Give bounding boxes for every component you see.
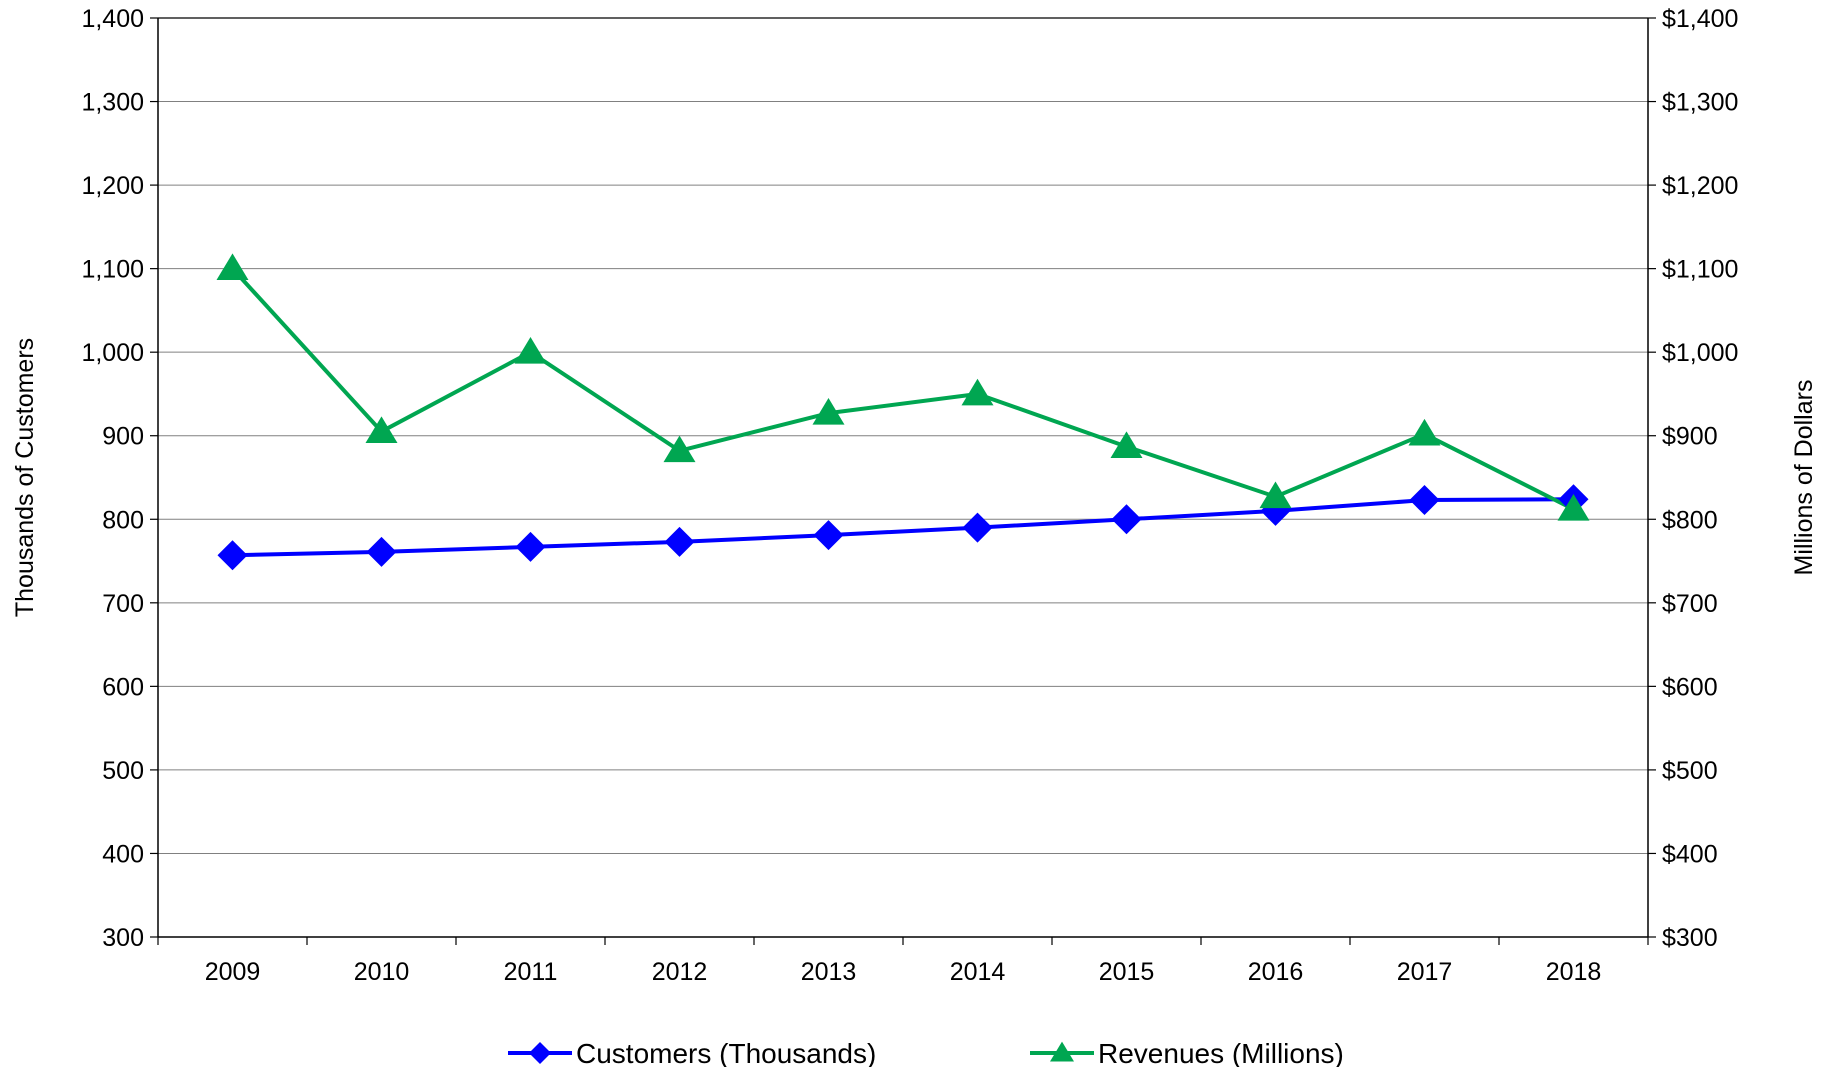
data-point [515,531,546,562]
right-tick-label: $500 [1662,757,1718,785]
data-point [1050,1041,1074,1062]
left-tick-label: 700 [102,590,144,618]
data-point [365,416,398,443]
data-point [217,540,248,571]
data-point [1259,481,1292,509]
left-axis-title: Thousands of Customers [11,338,39,617]
right-tick-label: $700 [1662,590,1718,618]
data-point [1557,494,1590,521]
axes: 1,400 $1,400 1,300 $1,300 1,200 $1,200 1,100 $1… [11,5,1818,986]
left-tick-label: 300 [102,924,144,952]
left-tick-label: 1,300 [81,89,144,117]
x-tick-label: 2009 [205,958,261,986]
data-point [1409,485,1440,516]
data-point [366,536,397,567]
left-tick-label: 900 [102,423,144,451]
x-tick-label: 2013 [801,958,857,986]
legend: Customers (Thousands) Revenues (Millions) [508,1038,1344,1069]
series [216,253,1590,571]
left-tick-label: 500 [102,757,144,785]
left-tick-label: 1,200 [81,172,144,200]
data-point [664,526,695,557]
right-tick-label: $1,200 [1662,172,1738,200]
x-tick-label: 2010 [354,958,410,986]
legend-label: Customers (Thousands) [576,1038,876,1067]
x-tick-label: 2018 [1546,958,1602,986]
x-tick-label: 2015 [1099,958,1155,986]
x-tick-label: 2011 [504,958,558,986]
right-tick-label: $300 [1662,924,1718,952]
right-axis-title: Millions of Dollars [1790,380,1818,576]
left-tick-label: 600 [102,673,144,701]
right-tick-label: $800 [1662,506,1718,534]
data-point [1408,418,1441,446]
data-point [961,378,994,406]
data-point [529,1042,551,1064]
legend-item: Revenues (Millions) [1030,1038,1344,1069]
data-point [514,336,547,364]
data-point [663,435,696,463]
left-tick-label: 1,100 [81,256,144,284]
right-tick-label: $600 [1662,673,1718,701]
right-tick-label: $400 [1662,840,1718,868]
left-tick-label: 400 [102,840,144,868]
series-line [232,497,1574,558]
data-point [1110,431,1143,458]
x-tick-label: 2016 [1248,958,1304,986]
right-tick-label: $1,000 [1662,339,1738,367]
left-tick-label: 1,000 [81,339,144,367]
series-line [231,267,1575,512]
right-tick-label: $1,100 [1662,256,1738,284]
legend-item: Customers (Thousands) [508,1038,876,1069]
legend-label: Revenues (Millions) [1098,1038,1344,1067]
data-point [813,520,844,551]
data-point [1111,504,1142,535]
x-tick-label: 2017 [1397,958,1453,986]
right-tick-label: $1,300 [1662,89,1738,117]
left-tick-label: 1,400 [81,5,144,33]
data-point [216,253,249,281]
gridlines [158,101,1648,854]
right-tick-label: $900 [1662,423,1718,451]
left-tick-label: 800 [102,506,144,534]
x-tick-label: 2012 [652,958,708,986]
data-point [812,397,845,425]
x-tick-label: 2014 [950,958,1006,986]
right-tick-label: $1,400 [1662,5,1738,33]
data-point [962,512,993,543]
